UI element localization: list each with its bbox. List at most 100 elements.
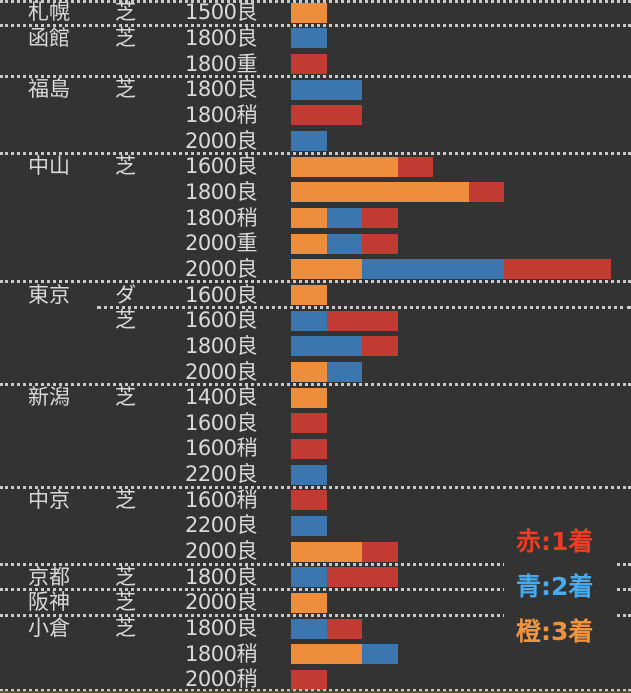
track-label: 阪神 xyxy=(28,590,70,615)
distance-condition-label: 1800良 xyxy=(185,25,257,50)
chart-row: 福島 芝 1800良 xyxy=(0,77,631,103)
distance-condition-label: 1800稍 xyxy=(185,205,257,230)
distance-condition-label: 1800良 xyxy=(185,77,257,102)
bar-segment-second-place xyxy=(291,464,327,485)
stacked-bar xyxy=(291,541,398,562)
surface-label: 芝 xyxy=(115,308,136,333)
bar-segment-first-place xyxy=(362,541,398,562)
chart-row: 2000良 xyxy=(0,539,631,565)
chart-row: 東京 ダ 1600良 xyxy=(0,282,631,308)
bar-segment-second-place xyxy=(362,259,504,280)
bar-segment-third-place xyxy=(291,233,327,254)
track-label: 新潟 xyxy=(28,385,70,410)
chart-row: 2000重 xyxy=(0,231,631,257)
stacked-bar xyxy=(291,618,362,639)
bar-segment-second-place xyxy=(326,233,362,254)
bar-segment-third-place xyxy=(291,387,327,408)
bar-segment-third-place xyxy=(291,285,327,306)
distance-condition-label: 1600良 xyxy=(185,410,257,435)
distance-condition-label: 2000良 xyxy=(185,359,257,384)
chart-row: 2200良 xyxy=(0,513,631,539)
dotted-separator xyxy=(0,24,631,27)
stacked-bar xyxy=(291,28,327,49)
stacked-bar xyxy=(291,208,398,229)
stacked-bar xyxy=(291,105,362,126)
dotted-separator xyxy=(0,486,631,489)
bar-segment-first-place xyxy=(468,182,504,203)
bar-segment-third-place xyxy=(291,541,362,562)
chart-row: 小倉 芝 1800良 xyxy=(0,616,631,642)
bar-segment-first-place xyxy=(362,208,398,229)
distance-condition-label: 1800良 xyxy=(185,564,257,589)
distance-condition-label: 1400良 xyxy=(185,385,257,410)
bar-segment-first-place xyxy=(362,336,398,357)
bar-segment-second-place xyxy=(291,28,327,49)
bar-segment-third-place xyxy=(291,362,327,383)
bar-segment-first-place xyxy=(291,669,327,690)
stacked-bar xyxy=(291,438,327,459)
bar-segment-first-place xyxy=(362,233,398,254)
legend: 赤:1着 青:2着 橙:3着 xyxy=(504,523,617,651)
bar-segment-first-place xyxy=(291,438,327,459)
bar-segment-second-place xyxy=(326,208,362,229)
dotted-separator xyxy=(0,75,631,78)
dotted-separator xyxy=(0,689,631,692)
chart-row: 2000良 xyxy=(0,257,631,283)
bar-segment-second-place xyxy=(291,336,362,357)
surface-label: 芝 xyxy=(115,487,136,512)
stacked-bar xyxy=(291,310,398,331)
distance-condition-label: 2000良 xyxy=(185,590,257,615)
chart-row: 1800稍 xyxy=(0,205,631,231)
distance-condition-label: 2000良 xyxy=(185,128,257,153)
stacked-bar xyxy=(291,490,327,511)
legend-item-first-place: 赤:1着 xyxy=(516,527,594,556)
bar-segment-second-place xyxy=(291,310,327,331)
stacked-bar xyxy=(291,362,362,383)
distance-condition-label: 1500良 xyxy=(185,0,257,25)
stacked-bar xyxy=(291,259,611,280)
surface-label: 芝 xyxy=(115,0,136,25)
distance-condition-label: 1800良 xyxy=(185,179,257,204)
stacked-bar xyxy=(291,285,327,306)
track-label: 東京 xyxy=(28,282,70,307)
distance-condition-label: 1800重 xyxy=(185,51,257,76)
stacked-bar xyxy=(291,2,327,23)
surface-label: 芝 xyxy=(115,77,136,102)
bar-segment-third-place xyxy=(291,156,398,177)
bar-segment-second-place xyxy=(326,362,362,383)
stacked-bar xyxy=(291,233,398,254)
bar-segment-first-place xyxy=(504,259,611,280)
bar-segment-third-place xyxy=(291,259,362,280)
chart-row: 1800重 xyxy=(0,51,631,77)
stacked-bar xyxy=(291,156,433,177)
chart-row: 1600稍 xyxy=(0,436,631,462)
track-label: 小倉 xyxy=(28,616,70,641)
surface-label: 芝 xyxy=(115,616,136,641)
distance-condition-label: 1600良 xyxy=(185,154,257,179)
bottom-edge-line xyxy=(0,691,631,693)
dotted-separator xyxy=(97,306,631,309)
distance-condition-label: 1600稍 xyxy=(185,487,257,512)
chart-row: 新潟 芝 1400良 xyxy=(0,385,631,411)
chart-row: 1800稍 xyxy=(0,641,631,667)
bar-segment-first-place xyxy=(291,54,327,75)
stacked-bar xyxy=(291,79,362,100)
stacked-bar xyxy=(291,464,327,485)
surface-label: 芝 xyxy=(115,154,136,179)
chart-row: 1800稍 xyxy=(0,103,631,129)
chart-row: 京都 芝 1800良 xyxy=(0,564,631,590)
bar-segment-third-place xyxy=(291,208,327,229)
bar-segment-second-place xyxy=(291,131,327,152)
stacked-bar xyxy=(291,644,398,665)
track-label: 中山 xyxy=(28,154,70,179)
chart-row: 2000良 xyxy=(0,128,631,154)
chart-row: 2200良 xyxy=(0,462,631,488)
legend-item-second-place: 青:2着 xyxy=(516,572,594,601)
bar-segment-second-place xyxy=(291,515,327,536)
stacked-bar xyxy=(291,669,327,690)
stacked-bar xyxy=(291,592,327,613)
chart-row: 函館 芝 1800良 xyxy=(0,26,631,52)
bar-segment-first-place xyxy=(326,567,398,588)
track-label: 京都 xyxy=(28,564,70,589)
